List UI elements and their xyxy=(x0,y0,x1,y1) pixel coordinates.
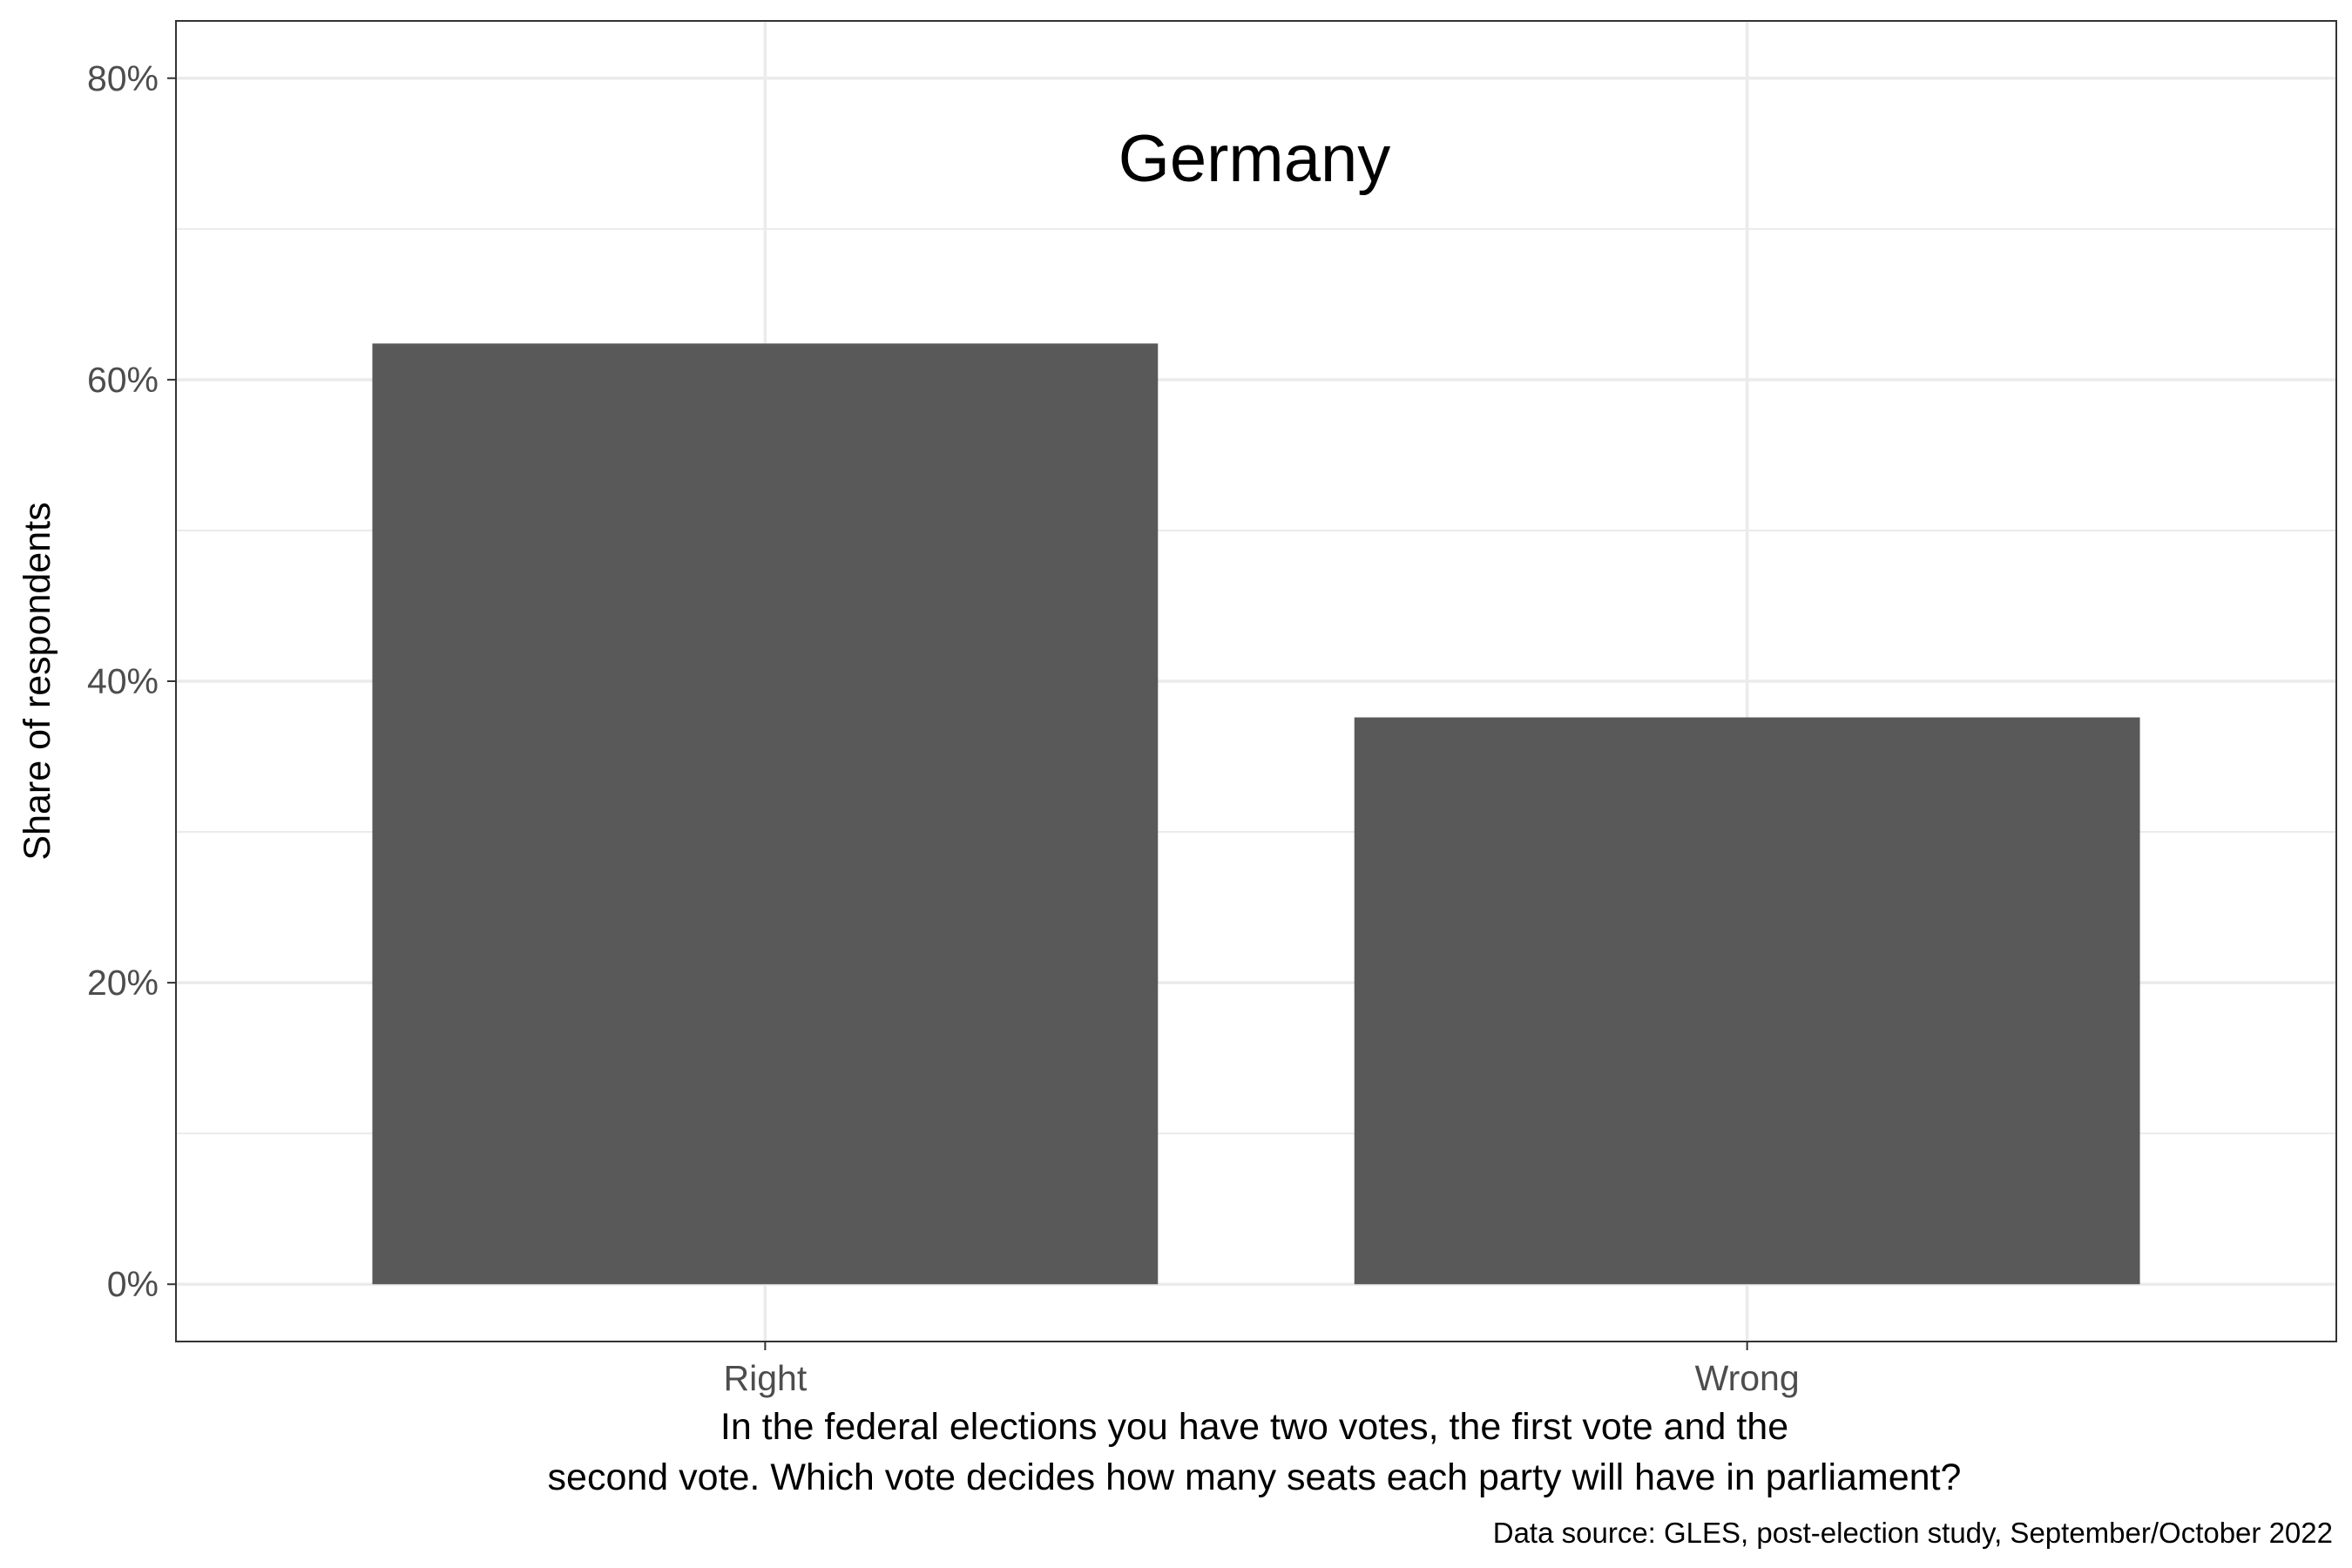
labels-layer: 0% 20% 40% 60% 80% Right Wrong xyxy=(87,58,1800,1398)
bar-right xyxy=(372,343,1159,1285)
bar-wrong xyxy=(1354,717,2140,1285)
y-tick-label: 80% xyxy=(87,58,159,98)
x-axis-title-line-1: In the federal elections you have two vo… xyxy=(720,1406,1788,1448)
y-axis-title: Share of respondents xyxy=(17,502,58,860)
data-source-caption: Data source: GLES, post-election study, … xyxy=(1493,1517,2333,1549)
x-tick-label: Right xyxy=(724,1358,808,1398)
x-tick-label: Wrong xyxy=(1695,1358,1800,1398)
ticks-layer xyxy=(167,77,1748,1350)
y-tick-label: 20% xyxy=(87,963,159,1003)
y-tick-label: 60% xyxy=(87,360,159,400)
y-tick-label: 0% xyxy=(107,1264,159,1304)
bars-layer xyxy=(372,343,2140,1285)
y-tick-label: 40% xyxy=(87,661,159,701)
x-axis-title-line-2: second vote. Which vote decides how many… xyxy=(548,1456,1962,1498)
chart-title: Germany xyxy=(1119,122,1391,196)
